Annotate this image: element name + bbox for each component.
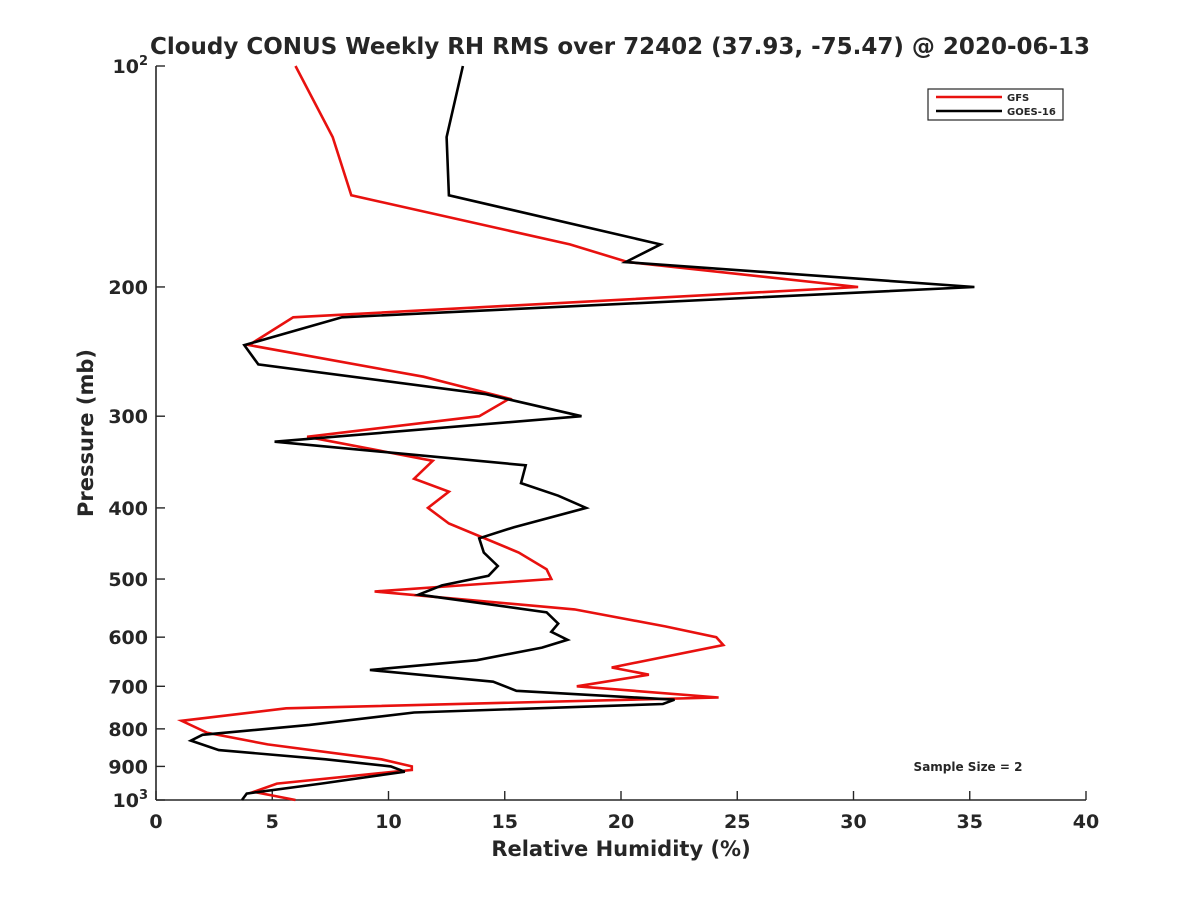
y-ticks: 102 200 300 400 500 600 700 800 900 103 xyxy=(108,54,165,812)
y-tick-label: 400 xyxy=(108,498,148,520)
series-line-gfs xyxy=(176,65,859,802)
y-tick-label: 600 xyxy=(108,627,148,649)
y-tick-label: 300 xyxy=(108,406,148,428)
y-tick-label: 200 xyxy=(108,277,148,299)
x-tick-label: 5 xyxy=(266,811,279,833)
x-tick-label: 30 xyxy=(840,811,866,833)
y-tick-label: 103 xyxy=(113,788,149,812)
y-tick-label: 800 xyxy=(108,719,148,741)
x-tick-label: 25 xyxy=(724,811,750,833)
y-tick-label: 102 xyxy=(113,54,149,78)
legend-box xyxy=(927,88,1064,121)
legend-label-goes16: GOES-16 xyxy=(1007,107,1056,118)
y-tick-label: 700 xyxy=(108,676,148,698)
x-tick-label: 10 xyxy=(375,811,401,833)
x-ticks: 0 5 10 15 20 25 30 35 40 xyxy=(149,791,1099,833)
chart-title: Cloudy CONUS Weekly RH RMS over 72402 (3… xyxy=(150,34,1090,60)
series-line-goes16 xyxy=(187,65,975,801)
y-tick-label: 900 xyxy=(108,756,148,778)
x-tick-label: 35 xyxy=(957,811,983,833)
x-tick-label: 40 xyxy=(1073,811,1099,833)
sample-size-annotation: Sample Size = 2 xyxy=(914,760,1023,774)
y-axis-label: Pressure (mb) xyxy=(74,349,98,517)
x-tick-label: 15 xyxy=(492,811,518,833)
y-tick-label: 500 xyxy=(108,569,148,591)
legend: GFS GOES-16 xyxy=(927,88,1064,121)
x-tick-label: 20 xyxy=(608,811,634,833)
x-axis-label: Relative Humidity (%) xyxy=(491,837,750,861)
x-tick-label: 0 xyxy=(149,811,162,833)
series-layer xyxy=(176,65,975,802)
legend-label-gfs: GFS xyxy=(1007,93,1029,104)
